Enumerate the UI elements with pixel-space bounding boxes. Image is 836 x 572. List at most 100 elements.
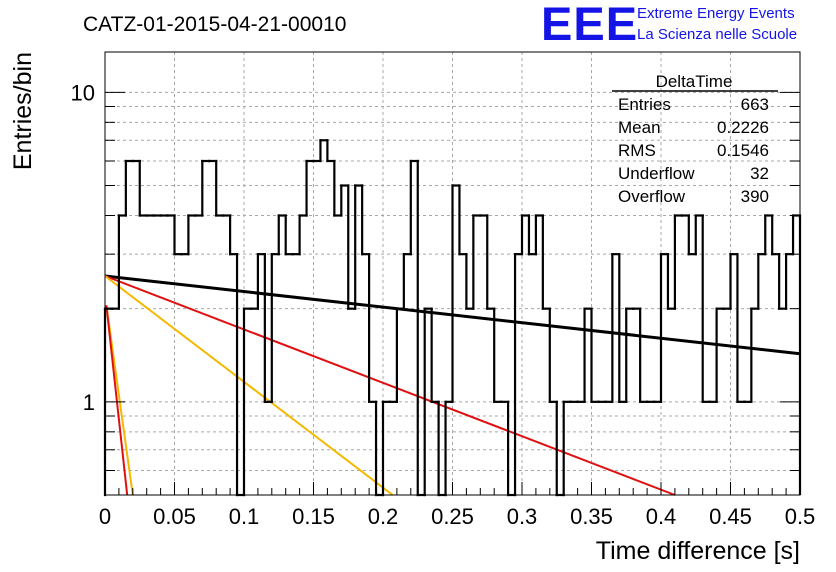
histogram-bin [215,159,225,217]
histogram-bin [486,214,496,310]
histogram-bin [117,214,127,310]
histogram-bin [124,159,134,217]
histogram-bin [256,253,266,310]
y-tick-label: 10 [71,80,95,105]
histogram-bin [402,253,412,310]
chart-title: CATZ-01-2015-04-21-00010 [83,13,346,36]
histogram-bin [430,307,440,403]
histogram-bin [305,159,315,217]
x-tick-label: 0.3 [507,504,538,529]
histogram-bin [187,214,197,256]
histogram-bin [361,184,371,256]
histogram-bin [520,214,531,256]
x-tick-label: 0.5 [785,504,816,529]
stats-row-value: 0.2226 [717,118,769,137]
histogram-bin [687,214,697,256]
y-axis-title: Entries/bin [9,52,37,170]
histogram-bin [701,214,711,403]
histogram-bin [715,307,725,403]
histogram-bin [465,253,475,310]
x-tick-label: 0.2 [368,504,399,529]
histogram-bin [201,159,211,217]
histogram-bin [423,307,433,497]
x-tick-label: 0 [99,504,111,529]
x-tick-label: 0.15 [292,504,335,529]
histogram-bin [611,253,621,403]
x-tick-label: 0.35 [570,504,613,529]
histogram-bin [298,214,308,256]
stats-row-label: Mean [618,118,661,137]
histogram-bin [771,214,781,256]
histogram-bin [270,253,280,403]
stats-row-value: 663 [741,95,769,114]
histogram-bin [534,214,544,256]
stats-name: DeltaTime [656,72,733,91]
logo-line-1: Extreme Energy Events [637,5,795,22]
histogram-bin [347,184,357,310]
histogram-bin [548,307,558,403]
histogram-bin [583,307,593,403]
histogram-bin [340,184,350,217]
histogram-bin [229,214,239,256]
logo-line-2: La Scienza nelle Scuole [637,26,797,43]
histogram-bin [625,307,635,403]
histogram-bin [242,307,253,497]
x-tick-label: 0.4 [646,504,677,529]
histogram-bin [527,214,538,256]
x-tick-label: 0.1 [229,504,260,529]
histogram-bin [757,253,767,310]
histogram-bin [333,159,343,217]
stats-row-label: Overflow [618,187,686,206]
histogram-bin [319,139,329,163]
histogram-bin [778,253,788,310]
histogram-bin [395,307,405,403]
histogram-bin [381,400,392,497]
x-tick-label: 0.05 [153,504,196,529]
histogram-bin [666,253,677,310]
histogram-bin [729,253,739,310]
eee-logo-mark: EEE [541,0,638,50]
stats-row-value: 32 [750,164,769,183]
histogram-bin [472,214,482,310]
histogram-bin [277,214,287,256]
x-tick-labels: 0 0.05 0.1 0.15 0.2 0.25 0.3 0.35 0.4 0.45 0.5 [99,504,815,529]
stats-row-value: 390 [741,187,769,206]
histogram-bin [409,159,419,256]
x-tick-label: 0.45 [709,504,752,529]
histogram-bin [618,253,628,403]
histogram-bin [764,214,774,256]
histogram-bin [451,184,461,403]
fit-line [104,275,676,496]
stats-row-label: Entries [618,95,671,114]
histogram-bin [659,253,670,403]
x-axis-title: Time difference [s] [596,537,800,565]
histogram-bin [263,253,273,403]
histogram-bin [326,139,336,163]
histogram-bin [444,400,454,497]
histogram-bin [284,214,294,256]
histogram-bin [562,400,572,497]
y-tick-labels: 1 10 [71,80,95,414]
histogram-bin [493,307,503,403]
x-tick-label: 0.25 [431,504,474,529]
fit-line [104,275,394,496]
y-tick-label: 1 [83,390,95,415]
histogram-bin [368,253,378,403]
histogram-bin [590,307,600,403]
histogram-bin [173,214,183,256]
stats-rows: Entries 663 Mean 0.2226 RMS 0.1546 Underflow 32… [618,95,769,206]
histogram-bin [541,214,551,310]
stats-box: DeltaTime Entries 663 Mean 0.2226 RMS 0.1546 U… [612,72,778,206]
histogram-bin [138,159,148,217]
histogram-bin [694,214,704,256]
stats-row-label: RMS [618,141,656,160]
histogram-bin [354,184,364,310]
histogram-bin [750,307,760,403]
histogram-bin [639,307,649,403]
fit-line [105,305,129,496]
stats-row-value: 0.1546 [717,141,769,160]
histogram-bin [458,184,468,256]
histogram-bin [736,253,746,403]
histogram-bin [673,214,683,310]
